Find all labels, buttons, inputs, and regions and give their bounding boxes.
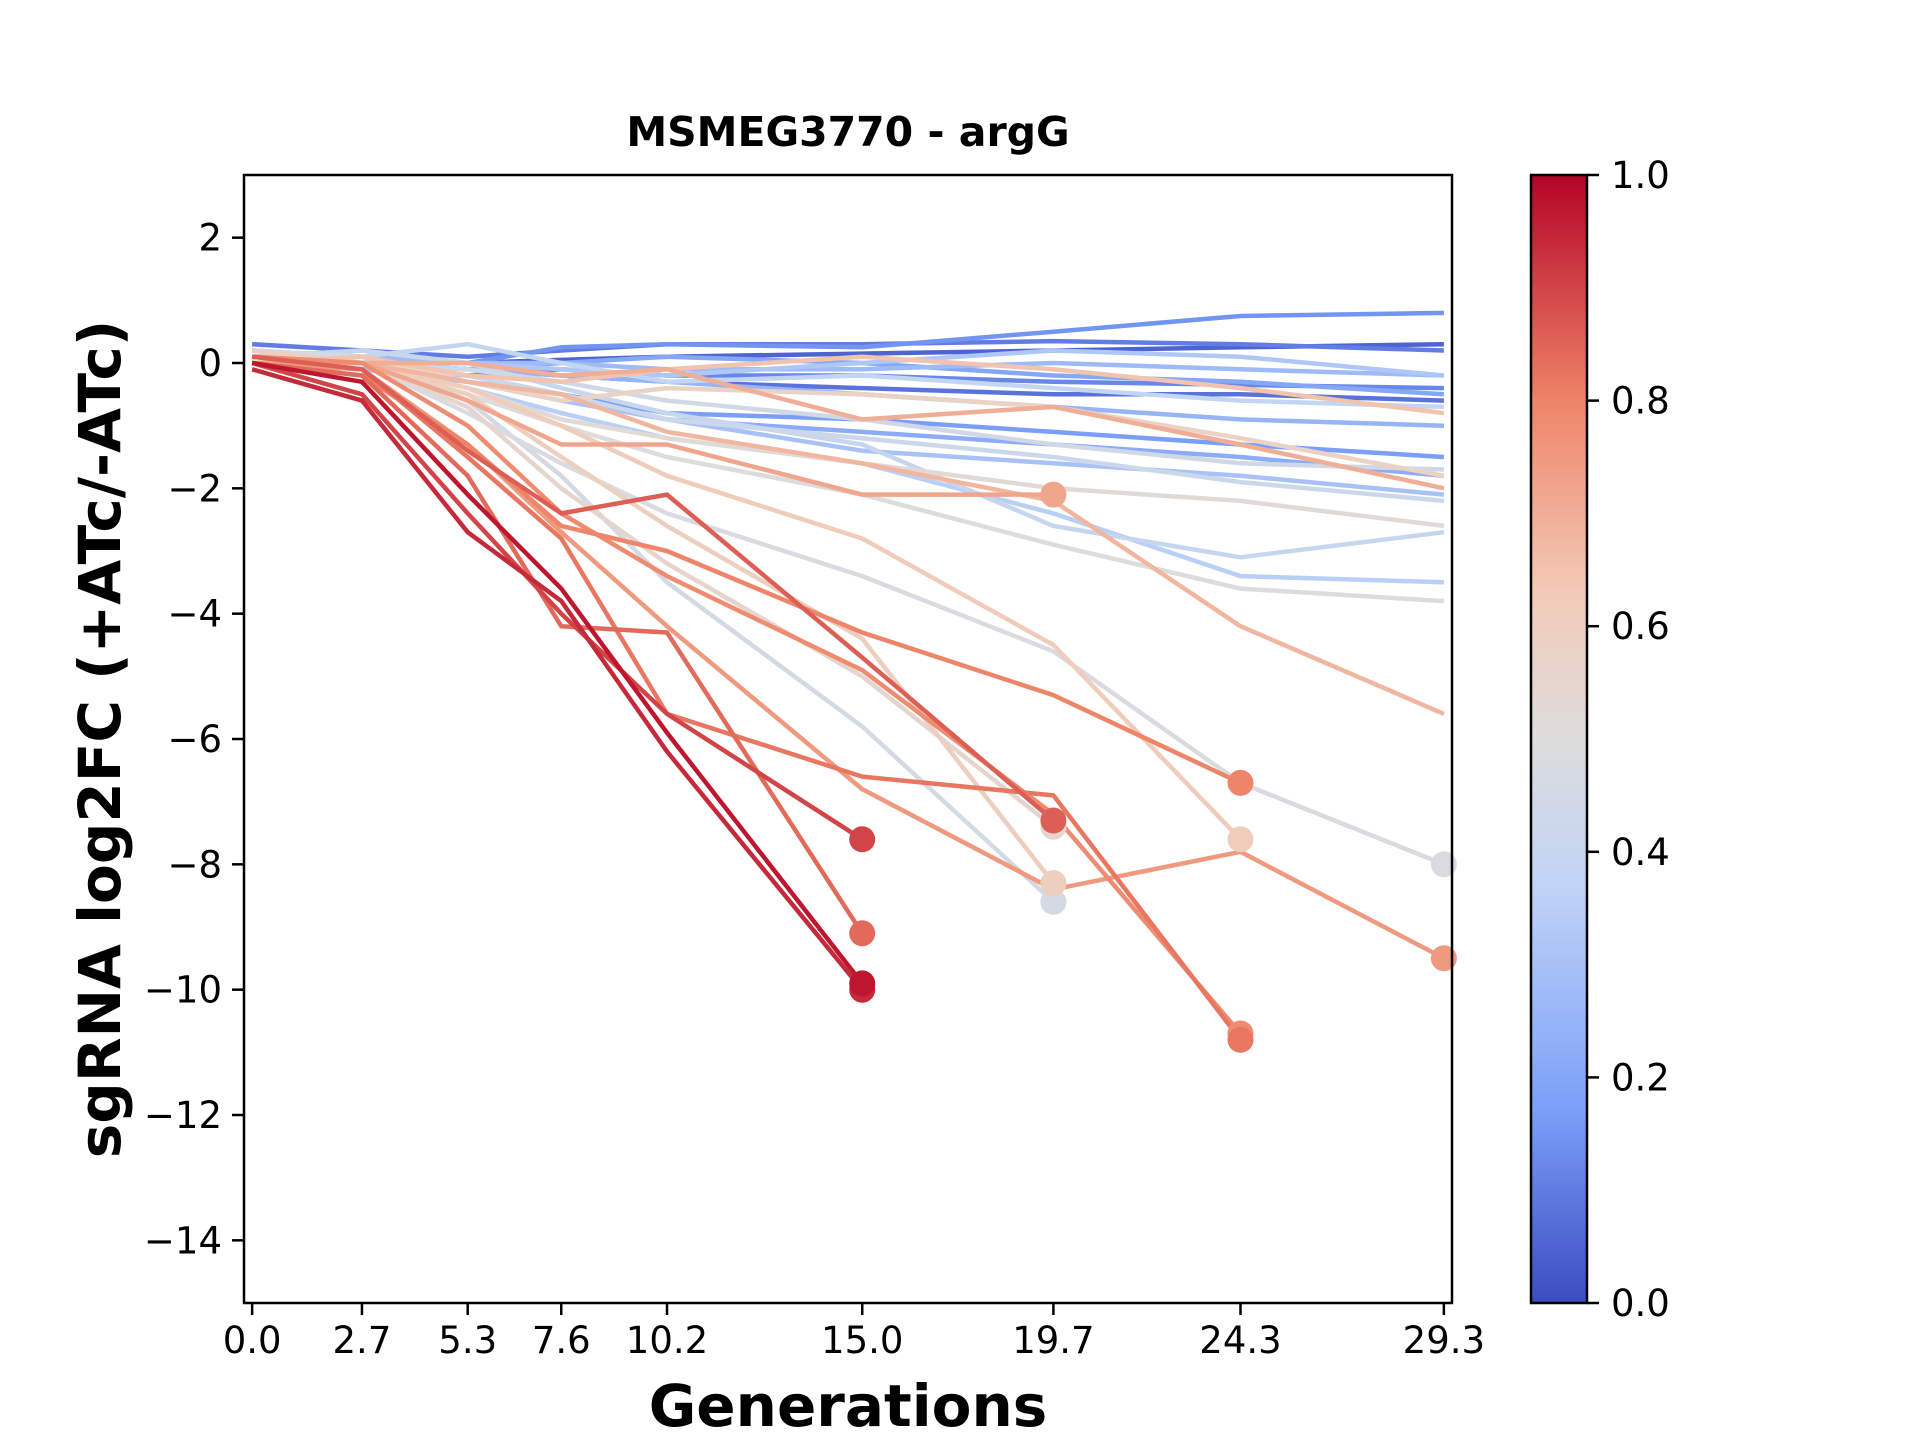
y-tick-label: −8 — [167, 843, 222, 886]
series-line-14 — [251, 348, 1445, 560]
x-axis-label: Generations — [649, 1372, 1048, 1440]
series-layer — [251, 310, 1445, 1042]
series-line-37 — [251, 360, 864, 985]
series-end-point-17 — [1040, 888, 1067, 915]
series-end-point-24 — [1227, 826, 1254, 853]
y-tick-label: −14 — [144, 1219, 222, 1262]
colorbar: 0.0 0.2 0.4 0.6 0.8 1.0 — [1529, 154, 1670, 1325]
colorbar-tick-label: 0.2 — [1611, 1056, 1670, 1099]
x-tick-label: 29.3 — [1403, 1319, 1485, 1362]
series-end-point-35 — [849, 826, 876, 853]
series-line-26 — [251, 354, 1445, 716]
series-end-point-37 — [849, 970, 876, 997]
marker-layer — [849, 481, 1457, 1053]
x-tick-label: 10.2 — [626, 1319, 708, 1362]
series-end-point-34 — [1040, 807, 1067, 834]
series-end-point-31 — [1227, 769, 1254, 796]
colorbar-tick-label: 0.4 — [1611, 831, 1670, 874]
x-tick-label: 2.7 — [333, 1319, 392, 1362]
colorbar-tick-label: 1.0 — [1611, 154, 1670, 197]
chart-title: MSMEG3770 - argG — [626, 108, 1069, 156]
series-end-point-29 — [1430, 945, 1457, 972]
series-line-33 — [251, 360, 865, 935]
colorbar-ticks: 0.0 0.2 0.4 0.6 0.8 1.0 — [1587, 154, 1670, 1325]
colorbar-tick-label: 0.0 — [1611, 1282, 1670, 1325]
colorbar-tick-label: 0.6 — [1611, 605, 1670, 648]
plot-area — [242, 173, 1457, 1305]
y-tick-label: −2 — [167, 467, 222, 510]
series-line-27 — [252, 360, 1445, 491]
y-tick-label: −10 — [144, 969, 222, 1012]
y-tick-label: −6 — [167, 718, 222, 761]
series-line-34 — [251, 354, 1055, 823]
y-tick-label: 2 — [198, 217, 222, 260]
series-end-point-23 — [1040, 870, 1067, 897]
series-line-35 — [251, 360, 864, 842]
y-tick-label: −12 — [144, 1094, 222, 1137]
x-tick-label: 19.7 — [1012, 1319, 1094, 1362]
y-axis: 2 0 −2 −4 −6 −8 −10 −12 −14 — [144, 217, 244, 1262]
x-tick-label: 5.3 — [438, 1319, 497, 1362]
y-tick-label: −4 — [167, 593, 222, 636]
colorbar-tick-label: 0.8 — [1611, 380, 1670, 423]
series-end-point-33 — [849, 920, 876, 947]
y-tick-label: 0 — [198, 342, 222, 385]
x-tick-label: 15.0 — [821, 1319, 903, 1362]
series-end-point-18 — [1430, 851, 1457, 878]
series-end-point-32 — [1227, 1026, 1254, 1053]
x-tick-label: 24.3 — [1199, 1319, 1281, 1362]
series-end-point-28 — [1040, 481, 1067, 508]
x-axis: 0.0 2.7 5.3 7.6 10.2 15.0 19.7 24.3 29.3 — [223, 1303, 1485, 1362]
x-tick-label: 7.6 — [532, 1319, 591, 1362]
colorbar-gradient — [1529, 173, 1589, 1305]
series-line-36 — [251, 367, 864, 992]
y-axis-label: sgRNA log2FC (+ATc/-ATc) — [66, 320, 134, 1158]
x-tick-label: 0.0 — [223, 1319, 282, 1362]
series-line-31 — [251, 360, 1242, 785]
